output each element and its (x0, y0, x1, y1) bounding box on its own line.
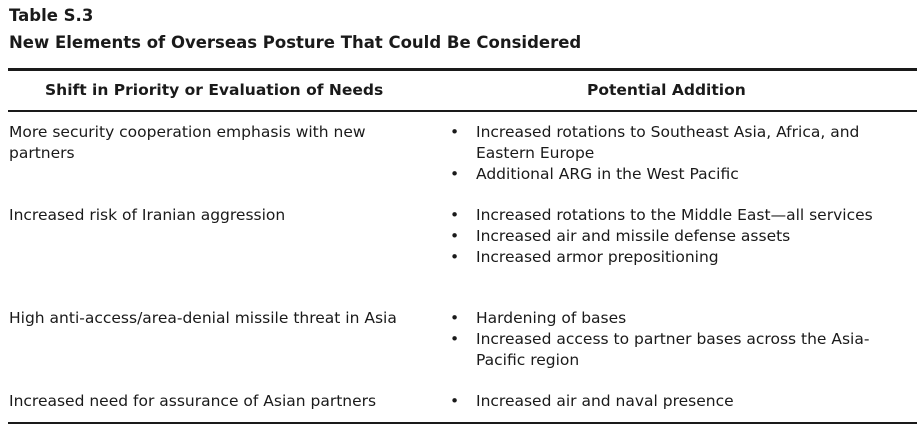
row-1-additions: • Increased rotations to Southeast Asia,… (448, 122, 913, 184)
bottom-rule (8, 422, 917, 424)
bullet-icon: • (450, 392, 460, 410)
column-header-addition: Potential Addition (587, 81, 746, 99)
list-item: • Hardening of bases (448, 308, 913, 329)
row-2-shift: Increased risk of Iranian aggression (9, 206, 286, 224)
list-item: • Increased rotations to the Middle East… (448, 205, 913, 226)
addition-text: Hardening of bases (476, 309, 627, 327)
bullet-icon: • (450, 123, 460, 141)
addition-text: Increased air and naval presence (476, 392, 734, 410)
bullet-icon: • (450, 309, 460, 327)
list-item: • Increased rotations to Southeast Asia,… (448, 122, 913, 164)
bullet-icon: • (450, 206, 460, 224)
addition-text: Increased air and missile defense assets (476, 226, 791, 245)
row-3-additions: • Hardening of bases • Increased access … (448, 308, 913, 370)
bullet-icon: • (450, 329, 460, 348)
table-number: Table S.3 (9, 6, 94, 25)
column-header-shift: Shift in Priority or Evaluation of Needs (45, 81, 384, 99)
list-item: • Increased air and naval presence (448, 391, 913, 412)
list-item: • Additional ARG in the West Pacific (448, 164, 913, 185)
row-4-shift: Increased need for assurance of Asian pa… (9, 392, 377, 410)
row-1-shift: More security cooperation emphasis with … (9, 123, 366, 162)
bullet-icon: • (450, 247, 460, 266)
top-rule (8, 68, 917, 71)
row-3-shift: High anti-access/area-denial missile thr… (9, 309, 397, 327)
addition-text: Increased rotations to the Middle East—a… (476, 206, 873, 224)
list-item: • Increased armor prepositioning (448, 247, 913, 268)
row-2-additions: • Increased rotations to the Middle East… (448, 205, 913, 267)
addition-text: Increased armor prepositioning (476, 247, 719, 266)
list-item: • Increased access to partner bases acro… (448, 329, 913, 371)
addition-text: Increased rotations to Southeast Asia, A… (476, 123, 860, 162)
list-item: • Increased air and missile defense asse… (448, 226, 913, 247)
addition-text: Additional ARG in the West Pacific (476, 164, 739, 183)
addition-text: Increased access to partner bases across… (476, 329, 870, 369)
header-rule (8, 110, 917, 112)
bullet-icon: • (450, 226, 460, 245)
table-title: New Elements of Overseas Posture That Co… (9, 33, 582, 52)
bullet-icon: • (450, 164, 460, 183)
row-4-additions: • Increased air and naval presence (448, 391, 913, 412)
